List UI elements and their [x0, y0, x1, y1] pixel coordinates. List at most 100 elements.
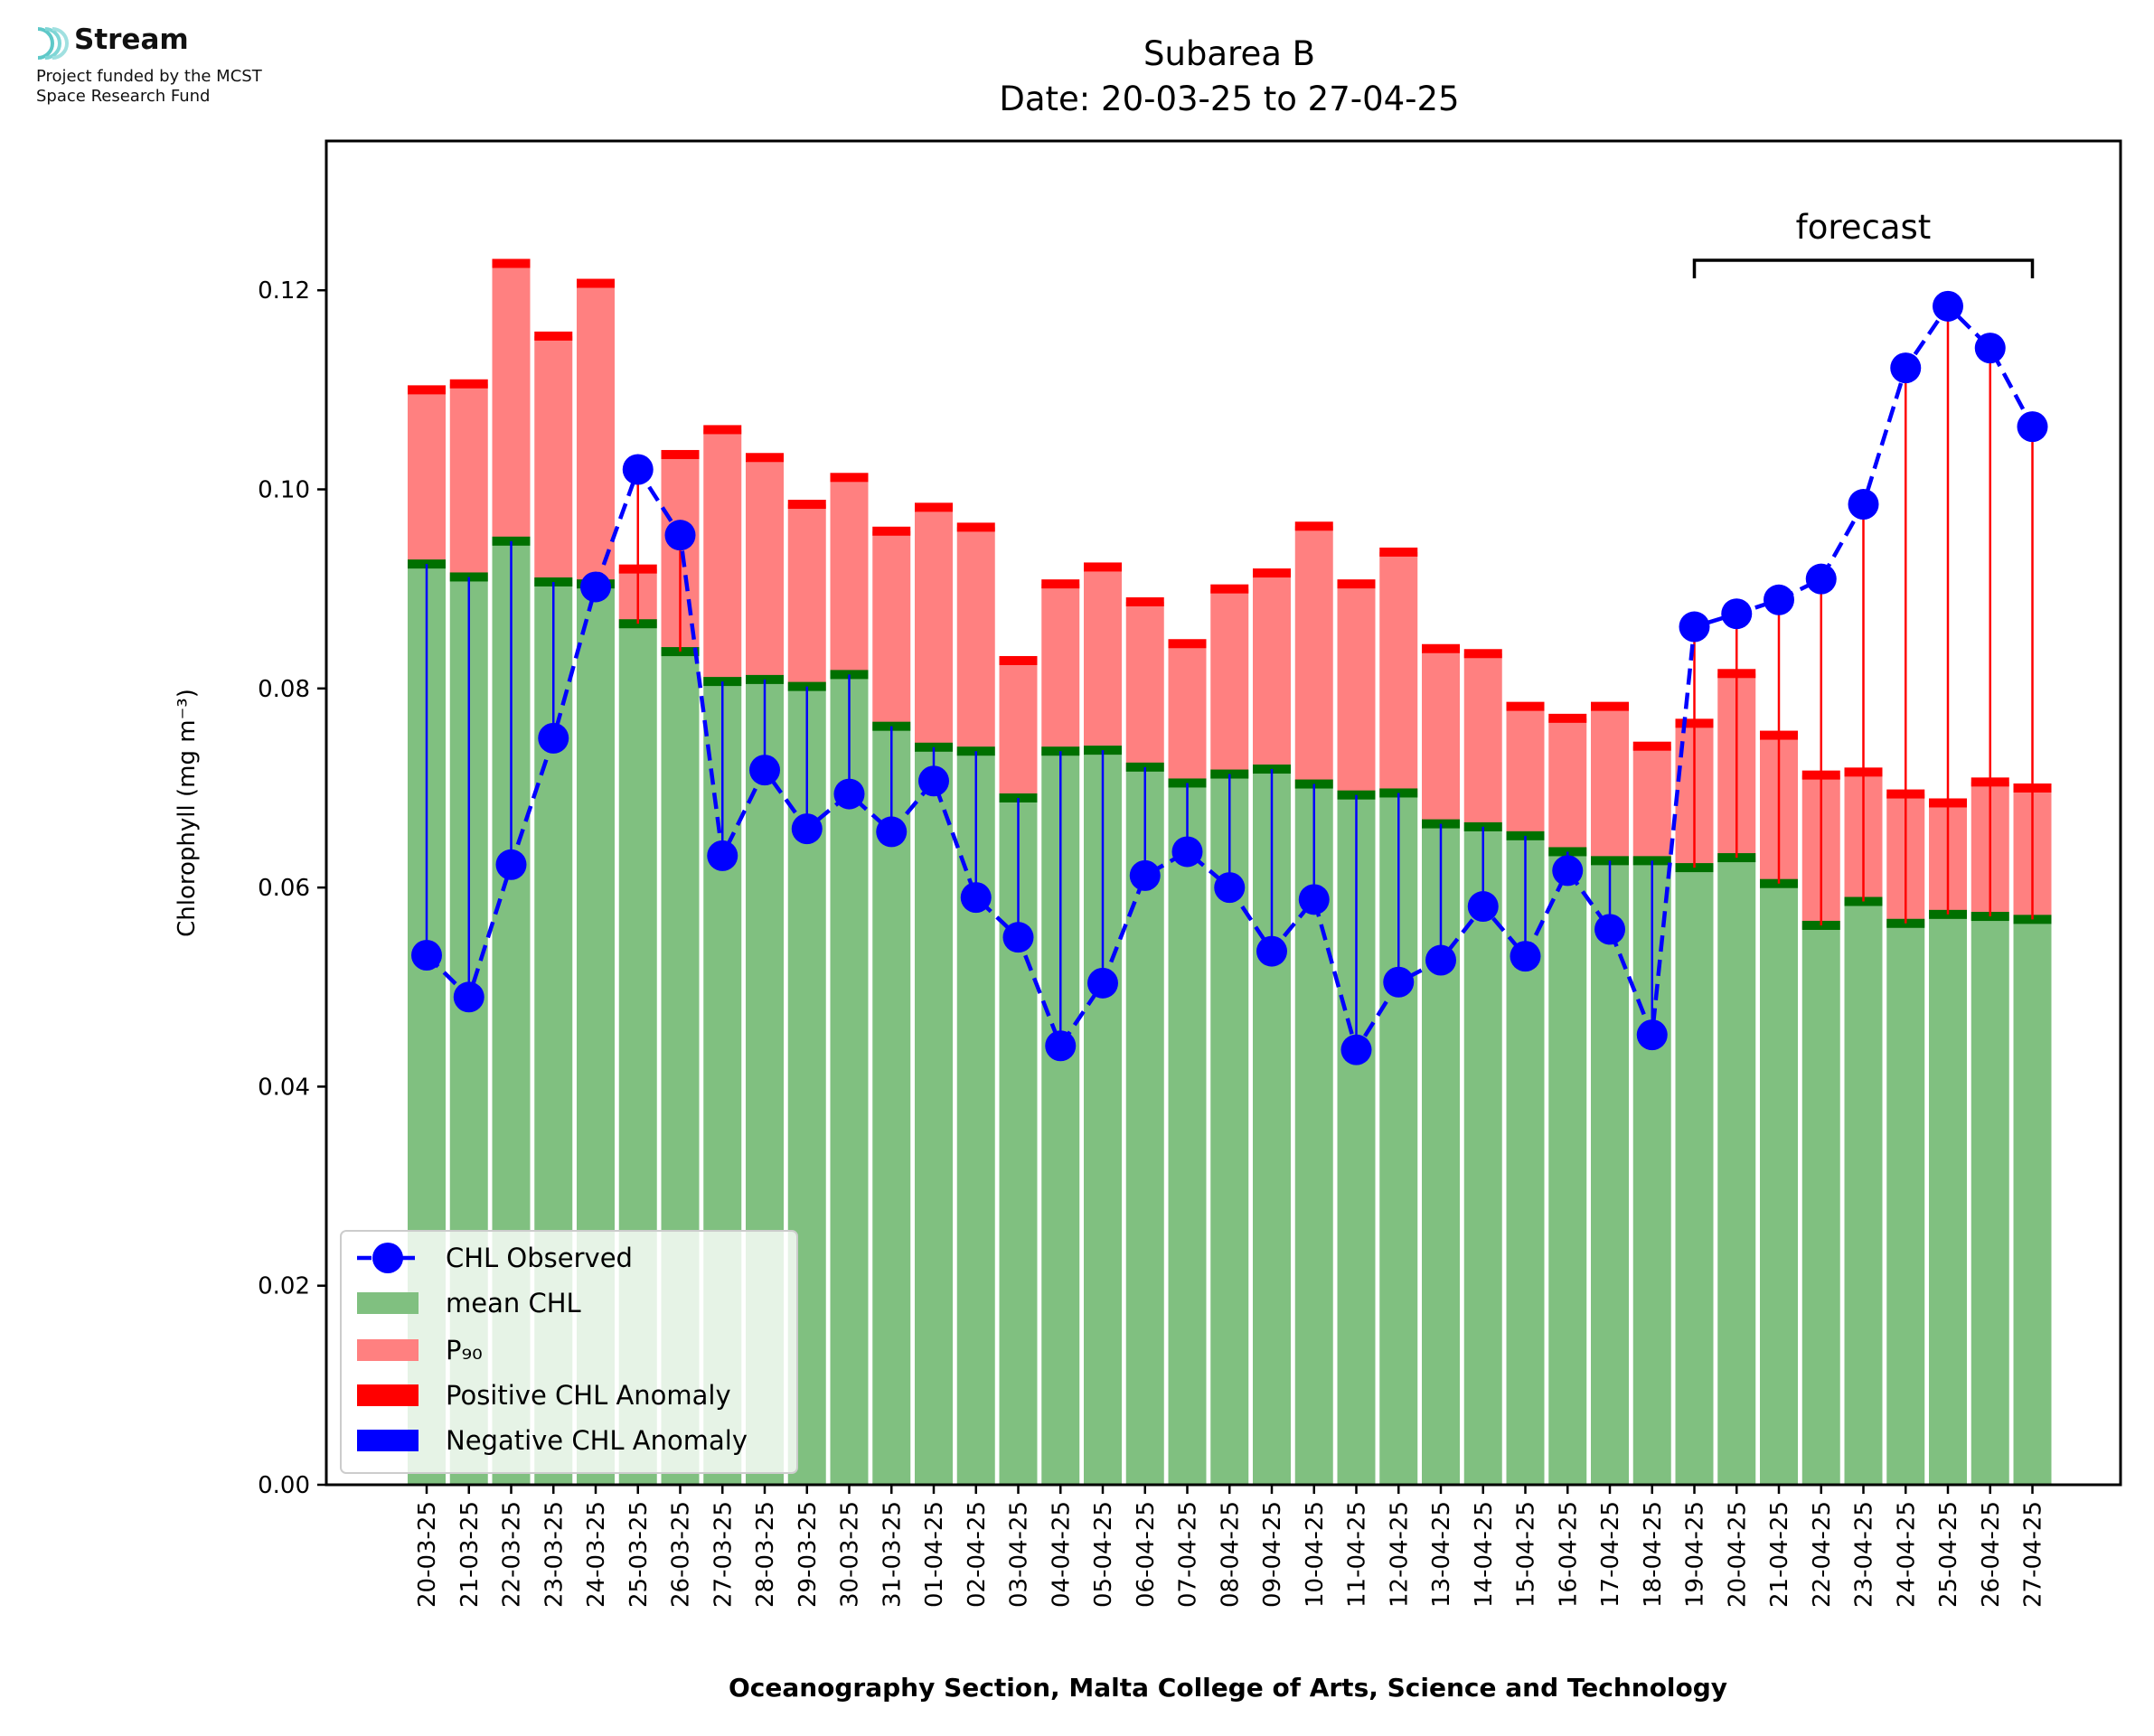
funding-note: Project funded by the MCST Space Researc… — [36, 67, 343, 107]
p90-bar — [1125, 601, 1164, 767]
p90-bar — [1337, 584, 1376, 795]
observed-point — [918, 765, 949, 797]
mean-bar — [1886, 923, 1925, 1485]
x-tick-label: 06-04-25 — [1133, 1501, 1160, 1608]
chart-title-line2: Date: 20-03-25 to 27-04-25 — [999, 80, 1459, 118]
observed-point — [1298, 884, 1330, 915]
observed-point — [707, 840, 738, 871]
p90-bar — [1253, 573, 1291, 770]
observed-point — [1425, 944, 1456, 976]
observed-point — [791, 813, 823, 845]
observed-point — [1002, 922, 1034, 953]
p90-marker — [1084, 562, 1122, 572]
x-tick-label: 04-04-25 — [1048, 1501, 1075, 1608]
x-tick-label: 02-04-25 — [964, 1501, 991, 1608]
p90-marker — [1168, 639, 1207, 649]
p90-bar — [449, 383, 488, 577]
x-tick-label: 23-03-25 — [541, 1501, 568, 1608]
x-tick-label: 07-04-25 — [1175, 1501, 1202, 1608]
p90-bar — [1506, 706, 1545, 836]
p90-marker — [1506, 701, 1545, 711]
observed-point — [833, 778, 865, 810]
x-axis-label: Oceanography Section, Malta College of A… — [729, 1673, 1727, 1703]
x-tick-label: 19-04-25 — [1682, 1501, 1709, 1608]
p90-marker — [1253, 568, 1291, 578]
x-tick-label: 13-04-25 — [1428, 1501, 1455, 1608]
legend-mean-swatch — [357, 1292, 419, 1314]
p90-bar — [999, 660, 1038, 798]
mean-bar — [830, 674, 869, 1485]
observed-point — [1087, 967, 1118, 999]
legend-box — [340, 1230, 798, 1474]
observed-point — [1045, 1030, 1077, 1062]
observed-point — [1171, 836, 1203, 868]
mean-bar — [1463, 826, 1502, 1485]
y-tick-label: 0.02 — [258, 1273, 310, 1300]
p90-bar — [492, 263, 531, 541]
p90-marker — [830, 473, 869, 483]
legend-label: P₉₀ — [446, 1335, 483, 1365]
p90-marker — [534, 331, 573, 341]
x-tick-label: 27-03-25 — [710, 1501, 737, 1608]
x-tick-label: 01-04-25 — [921, 1501, 948, 1608]
y-tick-label: 0.12 — [258, 277, 310, 305]
chart-title-line1: Subarea B — [1143, 34, 1315, 73]
legend-label: Positive CHL Anomaly — [446, 1380, 731, 1411]
p90-bar — [1210, 588, 1249, 774]
mean-bar — [1168, 783, 1207, 1485]
p90-marker — [492, 258, 531, 268]
x-tick-label: 24-04-25 — [1893, 1501, 1920, 1608]
x-tick-label: 22-04-25 — [1809, 1501, 1836, 1608]
plot-frame — [325, 139, 2122, 1487]
x-tick-label: 22-03-25 — [499, 1501, 526, 1608]
p90-bar — [703, 429, 742, 682]
x-tick-label: 08-04-25 — [1217, 1501, 1244, 1608]
mean-bar — [1717, 858, 1756, 1485]
anomaly-stems-layer — [425, 305, 2034, 1050]
p90-marker — [1210, 584, 1249, 594]
p90-bar — [534, 335, 573, 582]
observed-point — [1383, 966, 1415, 998]
x-tick-label: 23-04-25 — [1851, 1501, 1878, 1608]
funding-line-1: Project funded by the MCST — [36, 67, 262, 86]
mean-bar — [915, 746, 953, 1485]
legend-observed-marker — [372, 1243, 403, 1273]
p90-marker — [872, 526, 911, 536]
x-tick-label: 16-04-25 — [1555, 1501, 1582, 1608]
p90-marker — [915, 502, 953, 512]
p90-bar — [956, 527, 995, 752]
y-axis-label: Chlorophyll (mg m⁻³) — [174, 689, 201, 937]
y-tick-label: 0.00 — [258, 1472, 310, 1499]
p90-bar — [1084, 567, 1122, 751]
observed-point — [580, 571, 611, 603]
p90-marker — [1422, 643, 1460, 653]
mean-bar — [1675, 868, 1714, 1485]
p90-marker — [787, 500, 826, 510]
x-tick-label: 17-04-25 — [1597, 1501, 1624, 1608]
observed-point — [1214, 872, 1246, 904]
observed-point — [1510, 941, 1541, 972]
p90-bar — [830, 477, 869, 675]
observed-point — [876, 816, 908, 848]
p90-bar — [1591, 706, 1629, 861]
mean-bar — [2013, 919, 2052, 1485]
x-tick-label: 11-04-25 — [1344, 1501, 1371, 1608]
observed-point — [1848, 489, 1879, 521]
observed-point — [1594, 914, 1625, 945]
x-tick-label: 24-03-25 — [583, 1501, 610, 1608]
p90-bar — [408, 389, 446, 565]
observed-point — [664, 520, 696, 551]
brand-name: Stream — [74, 23, 189, 56]
x-tick-label: 15-04-25 — [1513, 1501, 1540, 1608]
x-tick-label: 05-04-25 — [1090, 1501, 1117, 1608]
observed-point — [960, 882, 992, 914]
p90-marker — [1125, 596, 1164, 606]
p90-marker — [661, 449, 700, 459]
p90-bar — [1632, 746, 1671, 861]
y-tick-label: 0.10 — [258, 477, 310, 504]
observed-point — [1974, 333, 2006, 364]
legend-label: CHL Observed — [446, 1243, 633, 1273]
forecast-bracket: forecast — [1692, 208, 2035, 278]
forecast-bracket-line — [1692, 258, 2035, 278]
